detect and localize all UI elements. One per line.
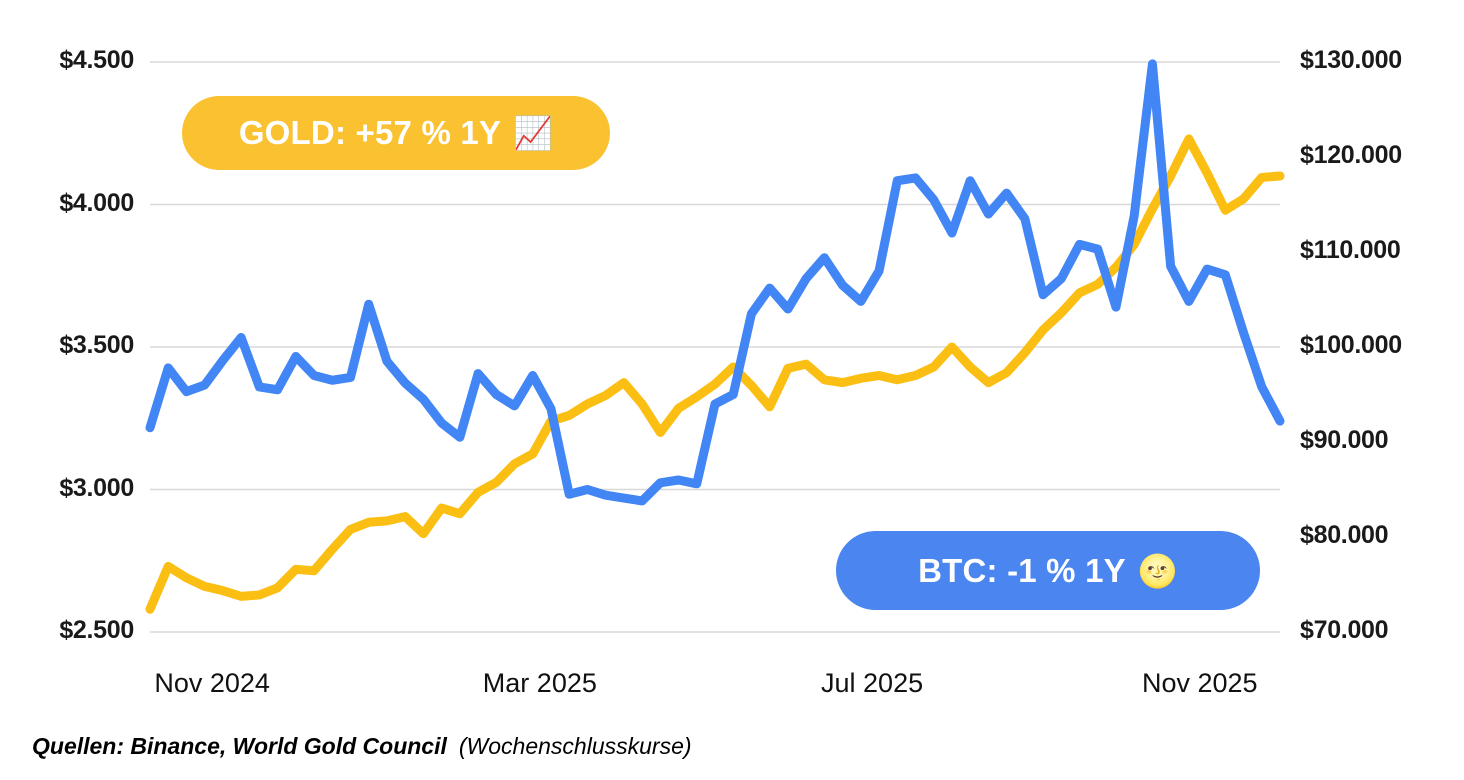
right-axis-tick-label: $120.000 — [1300, 141, 1402, 169]
x-axis-tick-label: Nov 2025 — [1141, 668, 1258, 698]
gold-badge-label: GOLD: +57 % 1Y — [238, 114, 502, 151]
footer-sub-note: (Wochenschlusskurse) — [458, 733, 692, 759]
gold-series-line — [145, 134, 1285, 614]
footer-note: Quellen: Binance, World Gold Council (Woc… — [32, 733, 692, 760]
x-axis-tick-label: Mar 2025 — [482, 668, 597, 698]
right-axis-tick-label: $110.000 — [1300, 236, 1401, 264]
footer-sources: Quellen: Binance, World Gold Council — [32, 733, 447, 759]
btc-badge-label: BTC: -1 % 1Y — [918, 551, 1126, 589]
left-axis-tick-label: $4.500 — [59, 46, 134, 74]
chart-increasing-icon: 📈 — [513, 115, 554, 151]
right-axis-tick-label: $80.000 — [1300, 521, 1389, 549]
left-axis-tick-label: $3.500 — [59, 331, 134, 359]
full-moon-face-icon: 🌝 — [1137, 552, 1178, 589]
left-axis-tick-label: $3.000 — [59, 473, 134, 502]
btc-change-badge: BTC: -1 % 1Y 🌝 — [836, 531, 1260, 610]
x-axis-tick-label: Jul 2025 — [821, 668, 924, 698]
right-axis-tick-label: $100.000 — [1300, 331, 1402, 359]
btc-series-line — [145, 59, 1285, 506]
x-axis-tick-label: Nov 2024 — [154, 668, 270, 698]
gold-change-badge: GOLD: +57 % 1Y 📈 — [182, 96, 610, 170]
right-axis-tick-label: $90.000 — [1300, 426, 1389, 454]
left-axis-tick-label: $4.000 — [59, 188, 134, 217]
right-axis-tick-label: $70.000 — [1300, 616, 1389, 644]
right-axis-tick-label: $130.000 — [1300, 46, 1402, 74]
gridlines-group — [150, 61, 1280, 633]
left-axis-tick-label: $2.500 — [59, 616, 134, 644]
